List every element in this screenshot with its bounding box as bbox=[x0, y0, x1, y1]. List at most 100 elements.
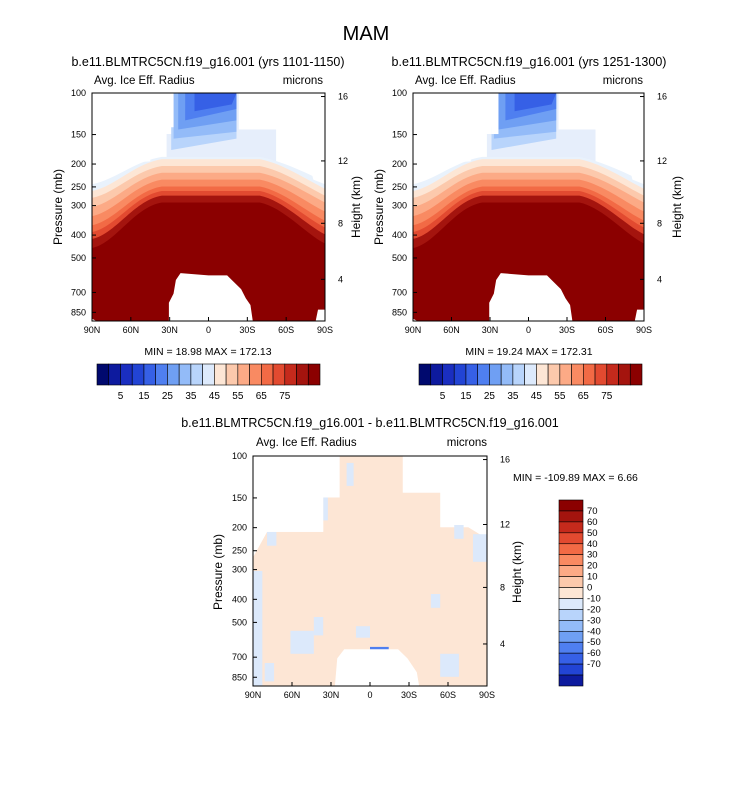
surface-mask bbox=[168, 273, 253, 321]
colorbar-swatch bbox=[249, 363, 262, 386]
colorbar-label: 40 bbox=[587, 539, 598, 550]
colorbar-swatch bbox=[571, 363, 584, 386]
colorbar-swatch bbox=[558, 532, 584, 545]
colorbar-swatch bbox=[558, 543, 584, 556]
y-right-tick-label: 16 bbox=[500, 455, 510, 465]
colorbar-swatch bbox=[442, 363, 455, 386]
colorbar-label: 75 bbox=[601, 391, 613, 402]
colorbar-swatch bbox=[594, 363, 608, 386]
negative-region bbox=[267, 531, 277, 546]
x-tick-label: 90N bbox=[245, 690, 262, 700]
y-tick-label: 100 bbox=[232, 451, 247, 461]
colorbar-swatch bbox=[558, 620, 584, 632]
colorbar-label: 5 bbox=[440, 391, 446, 402]
y-right-axis-label: Height (km) bbox=[349, 176, 363, 238]
colorbar-swatch bbox=[558, 565, 584, 577]
y-tick-label: 250 bbox=[71, 182, 86, 192]
colorbar-label: 30 bbox=[587, 550, 598, 561]
colorbar-swatch bbox=[524, 363, 537, 386]
stratosphere-band bbox=[514, 93, 557, 112]
axes: 100 150 200 250 300 400 500 700 850 16 12 8 4 90N 60N 3… bbox=[392, 88, 667, 335]
colorbar-swatch bbox=[272, 363, 286, 386]
right-string: microns bbox=[603, 75, 644, 87]
x-tick-label: 90N bbox=[405, 325, 422, 335]
min-max-label: MIN = 18.98 MAX = 172.13 bbox=[144, 346, 271, 358]
colorbar-swatch bbox=[261, 363, 274, 386]
colorbar-label: -20 bbox=[587, 604, 601, 615]
y-tick-label: 200 bbox=[71, 159, 86, 169]
panel-title: b.e11.BLMTRC5CN.f19_g16.001 (yrs 1101-11… bbox=[71, 55, 344, 69]
x-tick-label: 30N bbox=[482, 325, 499, 335]
y-right-tick-label: 4 bbox=[657, 274, 662, 284]
colorbar-swatch bbox=[606, 363, 619, 386]
left-string: Avg. Ice Eff. Radius bbox=[94, 75, 195, 87]
radius-band bbox=[413, 202, 644, 321]
y-tick-label: 250 bbox=[392, 182, 407, 192]
colorbar-label: 55 bbox=[554, 391, 566, 402]
colorbar-swatch bbox=[489, 363, 502, 386]
masked-region bbox=[413, 93, 471, 171]
colorbar-swatch bbox=[618, 363, 631, 386]
y-tick-label: 700 bbox=[232, 652, 247, 662]
colorbar-swatch bbox=[477, 363, 490, 386]
x-tick-label: 60N bbox=[284, 690, 301, 700]
y-tick-label: 300 bbox=[392, 201, 407, 211]
colorbar-swatch bbox=[558, 587, 584, 599]
x-tick-label: 30S bbox=[239, 325, 255, 335]
y-right-tick-label: 12 bbox=[338, 156, 348, 166]
y-tick-label: 850 bbox=[71, 307, 86, 317]
colorbar-label: 5 bbox=[118, 391, 124, 402]
colorbar-label: 65 bbox=[256, 391, 268, 402]
y-tick-label: 700 bbox=[392, 287, 407, 297]
colorbar-label: 65 bbox=[578, 391, 590, 402]
y-tick-label: 700 bbox=[71, 287, 86, 297]
y-tick-label: 500 bbox=[232, 617, 247, 627]
colorbar-swatch bbox=[558, 663, 584, 676]
x-tick-label: 30N bbox=[161, 325, 178, 335]
colorbar-label: 70 bbox=[587, 506, 598, 517]
colorbar-label: 35 bbox=[185, 391, 197, 402]
colorbar-swatch bbox=[512, 363, 525, 386]
heatmap-field bbox=[92, 93, 325, 321]
y-tick-label: 200 bbox=[232, 523, 247, 533]
left-string: Avg. Ice Eff. Radius bbox=[256, 437, 357, 449]
right-string: microns bbox=[283, 75, 324, 87]
colorbar-label: -70 bbox=[587, 659, 601, 670]
positive-region bbox=[253, 456, 487, 686]
y-tick-label: 300 bbox=[232, 565, 247, 575]
heatmap-field bbox=[253, 456, 487, 686]
masked-region bbox=[278, 93, 325, 185]
colorbar-swatch bbox=[296, 363, 309, 386]
colorbar-swatch bbox=[558, 609, 584, 621]
page-title: MAM bbox=[343, 23, 390, 45]
colorbar-swatch bbox=[418, 363, 432, 386]
y-axis-label: Pressure (mb) bbox=[372, 169, 386, 245]
panel-title: b.e11.BLMTRC5CN.f19_g16.001 - b.e11.BLMT… bbox=[181, 416, 559, 430]
heatmap-field bbox=[413, 93, 644, 321]
negative-region bbox=[253, 571, 263, 686]
negative-region bbox=[264, 663, 275, 682]
x-tick-label: 30N bbox=[323, 690, 340, 700]
negative-region bbox=[430, 594, 441, 608]
colorbar-label: 15 bbox=[138, 391, 150, 402]
y-right-tick-label: 16 bbox=[657, 92, 667, 102]
axes: 100 150 200 250 300 400 500 700 850 16 12 8 4 90N 60N 3… bbox=[71, 88, 348, 335]
y-tick-label: 150 bbox=[232, 493, 247, 503]
colorbar-label: -30 bbox=[587, 615, 601, 626]
colorbar-label: 35 bbox=[507, 391, 519, 402]
stratosphere-band bbox=[194, 93, 237, 112]
colorbar-label: -40 bbox=[587, 626, 601, 637]
colorbar-label: 55 bbox=[232, 391, 244, 402]
x-tick-label: 0 bbox=[206, 325, 211, 335]
colorbar-swatch bbox=[453, 363, 467, 386]
colorbar-swatch bbox=[558, 521, 584, 534]
colorbar-swatch bbox=[558, 674, 584, 687]
left-string: Avg. Ice Eff. Radius bbox=[415, 75, 516, 87]
surface-mask bbox=[489, 273, 573, 321]
colorbar-swatch bbox=[190, 363, 203, 386]
colorbar-swatch bbox=[558, 598, 584, 610]
colorbar-swatch bbox=[583, 363, 596, 386]
panel-upper-right: b.e11.BLMTRC5CN.f19_g16.001 (yrs 1251-13… bbox=[372, 55, 684, 358]
y-tick-label: 400 bbox=[392, 230, 407, 240]
